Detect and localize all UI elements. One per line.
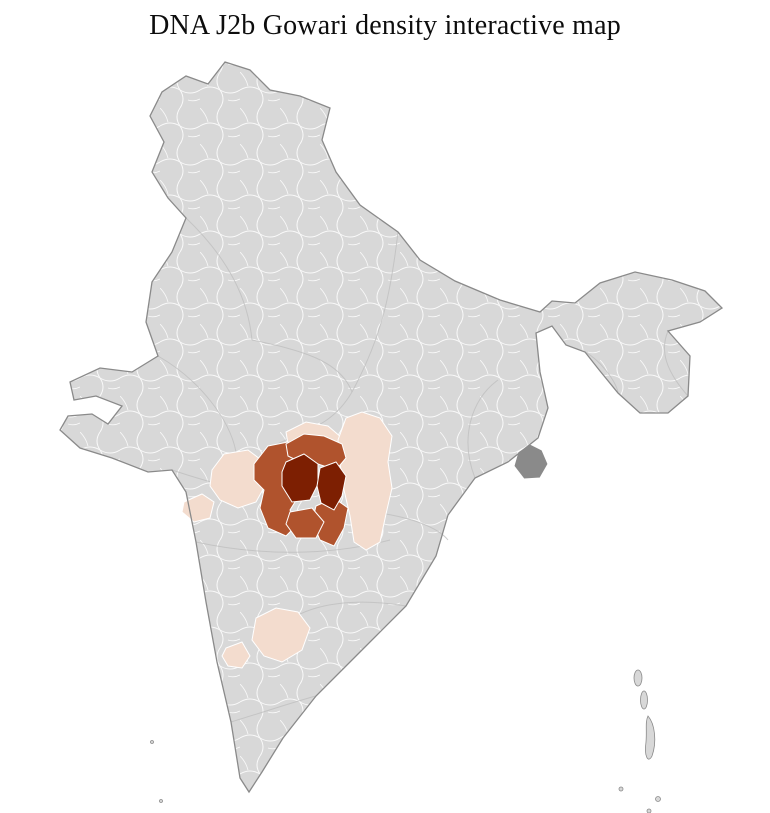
lakshadweep-islands[interactable] — [150, 740, 163, 803]
island[interactable] — [646, 808, 652, 813]
andaman-nicobar-islands[interactable] — [618, 669, 661, 813]
map-title: DNA J2b Gowari density interactive map — [149, 10, 621, 41]
district-high-core-east[interactable] — [316, 461, 347, 511]
density-districts — [181, 411, 549, 669]
island[interactable] — [645, 715, 656, 760]
district-borders-texture — [60, 62, 722, 792]
island[interactable] — [618, 786, 624, 792]
district-low-east-column[interactable] — [337, 411, 393, 551]
district-low-west[interactable] — [209, 449, 267, 509]
island[interactable] — [150, 740, 154, 744]
district-low-south-west[interactable] — [221, 641, 251, 669]
island[interactable] — [655, 796, 661, 802]
island[interactable] — [159, 799, 163, 803]
district-low-south[interactable] — [251, 607, 311, 663]
state-borders — [157, 217, 689, 723]
island[interactable] — [640, 690, 648, 710]
india-outline — [59, 61, 724, 794]
island[interactable] — [633, 669, 643, 687]
district-high-core-west[interactable] — [281, 453, 319, 503]
district-medium-south[interactable] — [285, 507, 325, 539]
district-neutral-dark-east[interactable] — [513, 443, 549, 480]
